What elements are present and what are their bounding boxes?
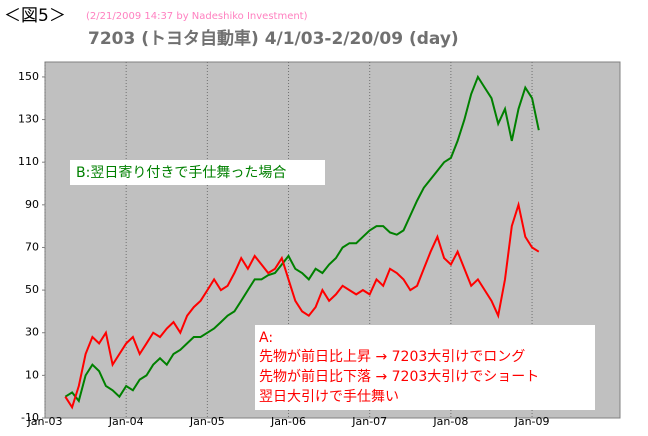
x-tick-label: Jan-07 <box>351 415 387 428</box>
y-tick-label: 150 <box>18 70 39 83</box>
heading: ＜図5＞ <box>4 6 66 26</box>
y-tick-label: 70 <box>25 240 39 253</box>
x-tick-label: Jan-03 <box>27 415 63 428</box>
series-line <box>64 200 540 410</box>
subtitle: (2/21/2009 14:37 by Nadeshiko Investment… <box>86 11 308 22</box>
y-tick-label: 110 <box>18 155 39 168</box>
y-tick-label: 30 <box>25 326 39 339</box>
lines <box>64 74 540 410</box>
x-tick-label: Jan-04 <box>108 415 144 428</box>
annotation: A: <box>259 330 273 346</box>
y-tick-label: 10 <box>25 368 39 381</box>
x-tick-label: Jan-08 <box>432 415 468 428</box>
x-tick-label: Jan-05 <box>189 415 225 428</box>
annotation-box <box>70 160 325 185</box>
y-tick-label: 50 <box>25 283 39 296</box>
grid <box>42 62 533 419</box>
series-line <box>64 74 540 404</box>
y-tick-label: 90 <box>25 198 39 211</box>
annotation: 先物が前日比上昇 → 7203大引けでロング <box>259 348 525 365</box>
y-tick-label: 130 <box>18 113 39 126</box>
chart-title: 7203 (トヨタ自動車) 4/1/03-2/20/09 (day) <box>88 28 459 49</box>
annotation: 先物が前日比下落 → 7203大引けでショート <box>259 368 539 385</box>
x-tick-label: Jan-09 <box>514 415 550 428</box>
annotation-box <box>255 325 595 410</box>
y-tick-label: -10 <box>21 411 39 424</box>
annotation: B:翌日寄り付きで手仕舞った場合 <box>76 164 286 181</box>
annotation: 翌日大引けで手仕舞い <box>259 389 399 405</box>
x-tick-label: Jan-06 <box>270 415 306 428</box>
